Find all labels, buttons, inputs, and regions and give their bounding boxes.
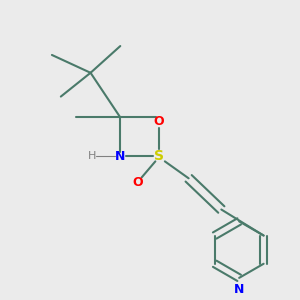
Text: O: O bbox=[154, 115, 164, 128]
Text: O: O bbox=[133, 176, 143, 189]
Text: N: N bbox=[234, 283, 244, 296]
Text: N: N bbox=[115, 149, 125, 163]
Text: S: S bbox=[154, 149, 164, 163]
Text: H: H bbox=[88, 151, 96, 161]
